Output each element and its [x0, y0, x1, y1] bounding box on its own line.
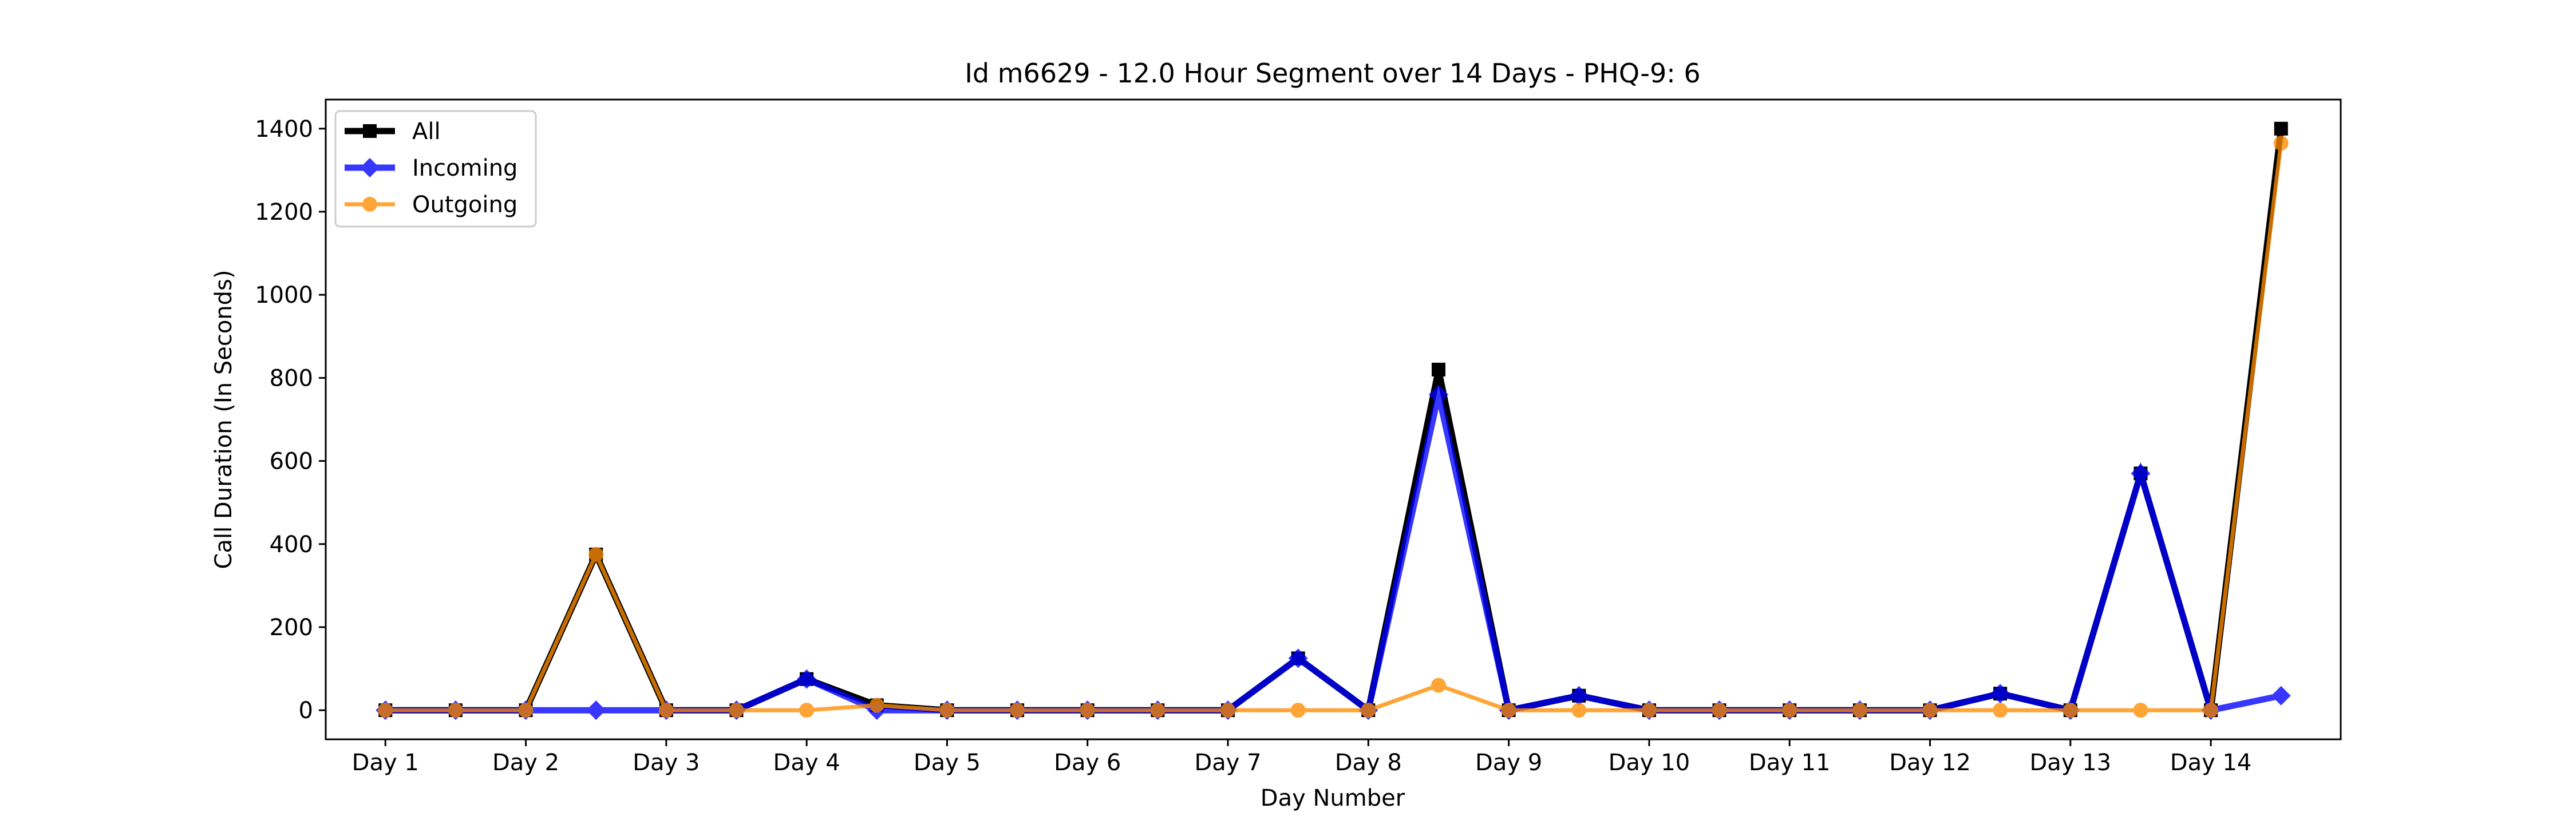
y-tick-label: 0 [299, 698, 313, 724]
data-point-incoming [2271, 686, 2291, 706]
series-all [378, 121, 2288, 718]
legend-marker-incoming [360, 158, 380, 177]
data-point-outgoing [1852, 703, 1867, 718]
x-tick-label: Day 5 [914, 750, 981, 776]
data-point-incoming [797, 669, 817, 689]
data-point-outgoing [378, 703, 393, 718]
legend-marker-outgoing [362, 197, 377, 212]
y-tick-label: 600 [270, 449, 313, 475]
data-point-outgoing [2063, 703, 2078, 718]
data-point-outgoing [1290, 703, 1306, 718]
x-axis: Day 1 Day 2 Day 3 Day 4 Day 5 Day 6 Day 7 Day 8… [352, 739, 2252, 776]
x-tick-label: Day 11 [1749, 750, 1831, 776]
x-tick-label: Day 9 [1475, 750, 1542, 776]
legend-marker-all [363, 124, 377, 138]
x-tick-label: Day 4 [773, 750, 840, 776]
x-tick-label: Day 7 [1194, 750, 1261, 776]
data-point-outgoing [658, 703, 674, 718]
legend-item-all [345, 124, 395, 138]
y-axis: 0 200 400 600 800 1000 1200 1400 [255, 116, 326, 724]
x-tick-label: Day 1 [352, 750, 419, 776]
data-point-outgoing [2203, 703, 2219, 718]
y-tick-label: 800 [270, 365, 313, 391]
series-outgoing [378, 136, 2289, 718]
data-point-outgoing [1922, 703, 1938, 718]
legend-label-outgoing: Outgoing [412, 192, 517, 218]
y-tick-label: 1200 [255, 199, 313, 225]
series-line-outgoing [385, 142, 2283, 712]
series-layer [376, 121, 2291, 720]
y-tick-label: 1400 [255, 116, 313, 142]
data-point-outgoing [2273, 136, 2289, 151]
data-point-incoming [1990, 684, 2010, 704]
series-line-incoming [385, 394, 2282, 716]
series-incoming [376, 385, 2291, 720]
legend-label-incoming: Incoming [412, 155, 517, 181]
data-point-outgoing [518, 703, 534, 718]
x-tick-label: Day 2 [492, 750, 559, 776]
legend-label-all: All [412, 118, 441, 145]
data-point-outgoing [1431, 678, 1446, 693]
data-point-outgoing [1712, 703, 1727, 718]
data-point-outgoing [1010, 703, 1025, 718]
data-point-outgoing [1641, 703, 1657, 718]
data-point-outgoing [588, 546, 604, 562]
x-axis-label: Day Number [1261, 785, 1405, 811]
x-tick-label: Day 13 [2030, 750, 2112, 776]
x-tick-label: Day 14 [2170, 750, 2252, 776]
legend-item-outgoing [345, 197, 395, 212]
chart-title: Id m6629 - 12.0 Hour Segment over 14 Day… [965, 58, 1700, 89]
data-point-outgoing [1361, 703, 1376, 718]
data-point-incoming [1569, 686, 1589, 706]
data-point-outgoing [1782, 703, 1797, 718]
x-tick-label: Day 12 [1889, 750, 1971, 776]
data-point-outgoing [799, 703, 815, 718]
legend: All Incoming Outgoing [334, 110, 537, 228]
legend-frame [334, 110, 537, 228]
plot-area-frame [325, 98, 2342, 740]
data-point-outgoing [1220, 703, 1236, 718]
data-point-outgoing [729, 703, 744, 718]
data-point-all [1431, 362, 1445, 377]
x-tick-label: Day 8 [1335, 750, 1402, 776]
data-point-incoming [1288, 648, 1308, 668]
x-tick-label: Day 10 [1609, 750, 1690, 776]
data-point-outgoing [1080, 703, 1095, 718]
x-tick-label: Day 6 [1054, 750, 1121, 776]
data-point-incoming [586, 700, 606, 720]
data-point-outgoing [448, 703, 463, 718]
y-axis-label: Call Duration (In Seconds) [211, 270, 237, 569]
data-point-all [2274, 121, 2288, 136]
data-point-outgoing [1150, 703, 1165, 718]
data-point-outgoing [1993, 703, 2008, 718]
data-point-outgoing [1501, 703, 1516, 718]
x-tick-label: Day 3 [633, 750, 700, 776]
y-tick-label: 200 [270, 615, 313, 641]
data-point-outgoing [869, 698, 884, 713]
legend-item-incoming [345, 158, 395, 177]
y-tick-label: 400 [270, 532, 313, 558]
data-point-incoming [2131, 464, 2151, 484]
data-point-outgoing [939, 703, 955, 718]
data-point-outgoing [2133, 703, 2148, 718]
series-line-all [385, 128, 2285, 716]
data-point-outgoing [1571, 703, 1587, 718]
y-tick-label: 1000 [255, 282, 313, 308]
data-point-incoming [1428, 385, 1448, 405]
